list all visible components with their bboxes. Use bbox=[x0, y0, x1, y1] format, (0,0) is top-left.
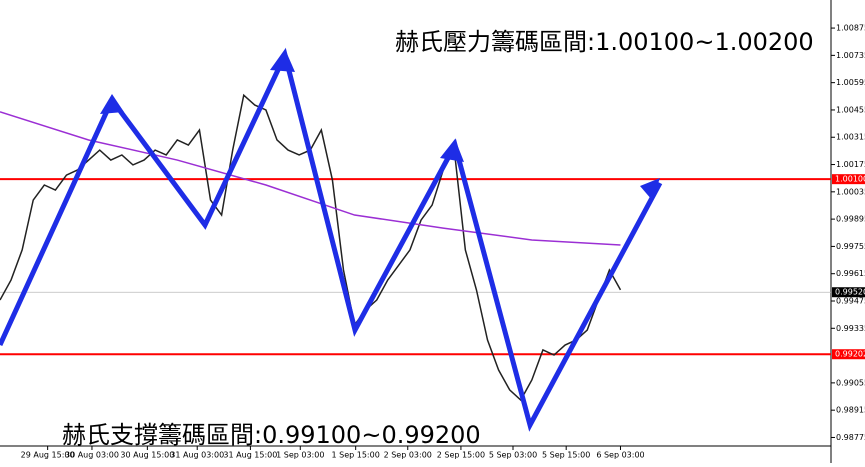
y-tick-label: 0.98915 bbox=[836, 406, 865, 415]
y-tick-label: 1.00875 bbox=[836, 24, 865, 33]
current-price-label: 0.99520 bbox=[835, 288, 865, 297]
y-tick-label: 1.00035 bbox=[836, 187, 865, 196]
x-tick-label: 2 Sep 15:00 bbox=[437, 451, 485, 460]
price-label-box bbox=[832, 349, 865, 360]
support-note: 赫氏支撐籌碼區間:0.99100~0.99200 bbox=[62, 421, 481, 449]
current-price-box bbox=[832, 287, 865, 298]
price-label-box bbox=[832, 174, 865, 185]
x-tick-label: 31 Aug 03:00 bbox=[170, 451, 224, 460]
y-tick-label: 1.00595 bbox=[836, 78, 865, 87]
arrow-head bbox=[440, 139, 464, 162]
y-tick-label: 0.99615 bbox=[836, 269, 865, 278]
x-tick-label: 30 Aug 15:00 bbox=[120, 451, 174, 460]
x-tick-label: 6 Sep 03:00 bbox=[596, 451, 644, 460]
price-label: 1.00100 bbox=[835, 175, 865, 184]
y-tick-label: 0.99335 bbox=[836, 324, 865, 333]
y-tick-label: 1.00175 bbox=[836, 160, 865, 169]
resistance-note: 赫氏壓力籌碼區間:1.00100~1.00200 bbox=[395, 28, 814, 56]
x-tick-label: 1 Sep 15:00 bbox=[332, 451, 380, 460]
x-tick-label: 5 Sep 15:00 bbox=[542, 451, 590, 460]
price-label: 0.99202 bbox=[835, 350, 865, 359]
y-tick-label: 0.99055 bbox=[836, 378, 865, 387]
y-tick-label: 1.00735 bbox=[836, 51, 865, 60]
y-tick-label: 0.99475 bbox=[836, 296, 865, 305]
trend-arrow bbox=[0, 47, 663, 432]
series-line bbox=[0, 111, 621, 246]
plot-area bbox=[0, 0, 831, 463]
arrow-head bbox=[100, 94, 124, 114]
x-tick-label: 31 Aug 15:00 bbox=[223, 451, 277, 460]
y-tick-label: 1.00455 bbox=[836, 105, 865, 114]
x-tick-label: 5 Sep 03:00 bbox=[489, 451, 537, 460]
arrow-head bbox=[640, 178, 660, 200]
y-tick-label: 1.00315 bbox=[836, 133, 865, 142]
y-tick-label: 0.98775 bbox=[836, 433, 865, 442]
y-tick-label: 0.99895 bbox=[836, 215, 865, 224]
x-tick-label: 29 Aug 15:00 bbox=[21, 451, 75, 460]
y-tick-label: 0.99755 bbox=[836, 242, 865, 251]
x-tick-label: 30 Aug 03:00 bbox=[65, 451, 119, 460]
x-tick-label: 2 Sep 03:00 bbox=[384, 451, 432, 460]
x-tick-label: 1 Sep 03:00 bbox=[276, 451, 324, 460]
arrow-head bbox=[270, 49, 295, 72]
